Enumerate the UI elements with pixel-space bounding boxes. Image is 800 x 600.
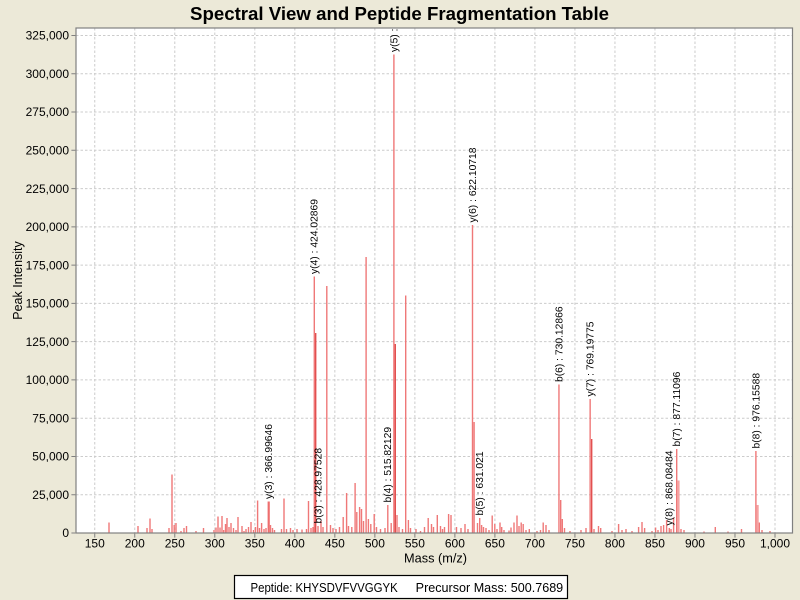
svg-text:125,000: 125,000 — [26, 335, 70, 349]
svg-text:275,000: 275,000 — [26, 105, 70, 119]
svg-text:300: 300 — [205, 537, 225, 551]
svg-text:100,000: 100,000 — [26, 373, 70, 387]
svg-text:750: 750 — [565, 537, 585, 551]
svg-text:Spectral View and Peptide Frag: Spectral View and Peptide Fragmentation … — [190, 4, 609, 24]
svg-text:Peak Intensity: Peak Intensity — [11, 240, 25, 319]
svg-text:150: 150 — [85, 537, 105, 551]
svg-text:300,000: 300,000 — [26, 67, 70, 81]
svg-text:350: 350 — [245, 537, 265, 551]
svg-text:200,000: 200,000 — [26, 220, 70, 234]
svg-text:y(4) : 424.02869: y(4) : 424.02869 — [310, 199, 321, 274]
svg-text:600: 600 — [445, 537, 465, 551]
svg-text:25,000: 25,000 — [32, 488, 69, 502]
svg-text:175,000: 175,000 — [26, 258, 70, 272]
svg-text:900: 900 — [685, 537, 705, 551]
svg-text:850: 850 — [645, 537, 665, 551]
svg-text:450: 450 — [325, 537, 345, 551]
svg-text:250,000: 250,000 — [26, 144, 70, 158]
svg-text:b(6) : 730.12866: b(6) : 730.12866 — [554, 306, 565, 382]
svg-text:Precursor Mass: 500.7689: Precursor Mass: 500.7689 — [416, 581, 564, 595]
svg-text:550: 550 — [405, 537, 425, 551]
svg-text:b(3) : 428.97528: b(3) : 428.97528 — [313, 448, 324, 524]
svg-text:y(7) : 769.19775: y(7) : 769.19775 — [586, 321, 597, 396]
svg-text:225,000: 225,000 — [26, 182, 70, 196]
svg-text:b(4) : 515.82129: b(4) : 515.82129 — [383, 427, 394, 503]
svg-text:800: 800 — [605, 537, 625, 551]
svg-text:1,000: 1,000 — [760, 537, 790, 551]
svg-text:Peptide: KHYSDVFVVGGYK: Peptide: KHYSDVFVVGGYK — [251, 581, 399, 595]
svg-text:y(8) : 868.08484: y(8) : 868.08484 — [665, 450, 676, 525]
svg-text:y(5) : 523.66437: y(5) : 523.66437 — [389, 0, 400, 52]
svg-text:75,000: 75,000 — [32, 411, 69, 425]
svg-text:Mass (m/z): Mass (m/z) — [404, 551, 467, 566]
svg-text:650: 650 — [485, 537, 505, 551]
svg-text:0: 0 — [62, 526, 69, 540]
svg-text:950: 950 — [725, 537, 745, 551]
svg-text:50,000: 50,000 — [32, 450, 69, 464]
svg-text:y(6) : 622.10718: y(6) : 622.10718 — [468, 147, 479, 222]
svg-text:y(3) : 366.99646: y(3) : 366.99646 — [264, 424, 275, 499]
svg-text:700: 700 — [525, 537, 545, 551]
svg-text:325,000: 325,000 — [26, 29, 70, 43]
svg-text:250: 250 — [165, 537, 185, 551]
svg-text:b(8) : 976.15588: b(8) : 976.15588 — [751, 373, 762, 449]
svg-text:b(7) : 877.11096: b(7) : 877.11096 — [672, 371, 683, 446]
svg-text:150,000: 150,000 — [26, 297, 70, 311]
svg-text:400: 400 — [285, 537, 305, 551]
svg-text:b(5) : 631.021: b(5) : 631.021 — [475, 451, 486, 515]
svg-text:500: 500 — [365, 537, 385, 551]
svg-text:200: 200 — [125, 537, 145, 551]
